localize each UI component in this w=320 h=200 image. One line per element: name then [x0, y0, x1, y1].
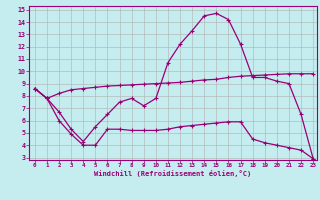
X-axis label: Windchill (Refroidissement éolien,°C): Windchill (Refroidissement éolien,°C): [94, 170, 252, 177]
